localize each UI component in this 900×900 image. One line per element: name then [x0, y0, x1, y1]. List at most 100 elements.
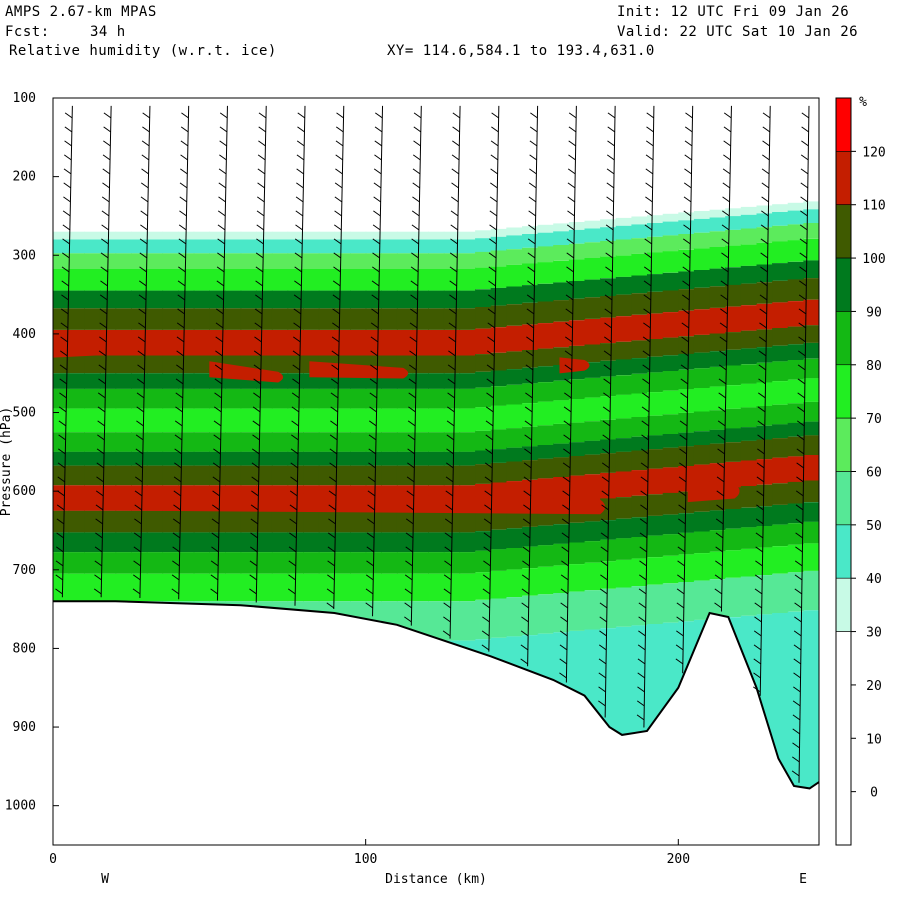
rh-cell [725, 550, 741, 578]
rh-cell [147, 452, 163, 466]
rh-cell [616, 359, 632, 375]
rh-cell [585, 229, 601, 243]
rh-cell [381, 409, 397, 433]
rh-cell [757, 526, 773, 548]
colorbar-swatch [836, 365, 851, 418]
rh-cell [272, 452, 288, 466]
rh-cell [209, 511, 225, 533]
rh-cell [710, 231, 726, 247]
rh-cell [569, 442, 585, 456]
rh-cell [772, 381, 788, 405]
rh-cell [194, 532, 210, 552]
rh-cell [788, 327, 804, 345]
rh-cell [788, 224, 804, 240]
rh-cell [381, 532, 397, 552]
rh-cell [647, 237, 663, 253]
rh-cell [53, 269, 69, 291]
rh-cell [647, 585, 663, 624]
rh-cell [53, 532, 69, 552]
rh-cell [538, 233, 554, 247]
rh-cell [694, 233, 710, 249]
rh-cell [303, 253, 319, 269]
rh-cell [710, 269, 726, 287]
rh-cell [288, 466, 304, 486]
rh-cell [506, 351, 522, 369]
rh-cell [506, 265, 522, 287]
rh-cell [522, 368, 538, 384]
rh-cell [178, 409, 194, 433]
rh-cell [553, 444, 569, 458]
rh-cell [319, 240, 335, 254]
rh-cell [772, 346, 788, 362]
rh-cell [491, 571, 507, 599]
rh-cell [506, 249, 522, 265]
rh-cell [506, 462, 522, 482]
rh-cell [319, 409, 335, 433]
rh-cell [272, 269, 288, 291]
rh-cell [600, 396, 616, 420]
rh-cell [663, 355, 679, 371]
rh-cell [538, 246, 554, 262]
rh-cell [100, 466, 116, 486]
rh-cell [147, 389, 163, 409]
rh-cell [272, 308, 288, 330]
rh-cell [116, 308, 132, 330]
rh-cell [131, 511, 147, 533]
rh-cell [491, 288, 507, 306]
rh-cell [616, 226, 632, 240]
rh-cell [616, 240, 632, 256]
rh-cell [194, 389, 210, 409]
rh-cell [522, 264, 538, 286]
rh-cell [788, 545, 804, 573]
rh-cell [84, 373, 100, 389]
rh-cell [710, 334, 726, 352]
rh-cell [256, 409, 272, 433]
rh-cell [803, 402, 819, 422]
rh-cell [788, 240, 804, 262]
rh-cell [459, 552, 475, 574]
rh-cell [616, 316, 632, 342]
rh-cell [616, 519, 632, 539]
rh-cell [788, 203, 804, 211]
rh-cell [600, 361, 616, 377]
rh-cell [319, 291, 335, 309]
rh-cell [397, 253, 413, 269]
rh-cell [288, 356, 304, 374]
rh-cell [350, 532, 366, 552]
rh-cell [381, 232, 397, 240]
rh-cell [538, 402, 554, 426]
rh-cell [585, 455, 601, 475]
rh-cell [381, 552, 397, 574]
rh-cell [272, 511, 288, 533]
y-tick-label: 100 [13, 91, 36, 106]
rh-cell [69, 409, 85, 433]
rh-cell [459, 269, 475, 291]
rh-cell [475, 388, 491, 408]
rh-cell [475, 572, 491, 600]
rh-cell [178, 356, 194, 374]
rh-cell [397, 269, 413, 291]
rh-cell [350, 574, 366, 602]
rh-cell [69, 232, 85, 240]
rh-cell [710, 247, 726, 269]
rh-cell [147, 432, 163, 452]
rh-cell [741, 427, 757, 441]
rh-cell [116, 253, 132, 269]
rh-cell [694, 270, 710, 288]
rh-cell [663, 467, 679, 493]
rh-cell [631, 374, 647, 394]
rh-cell [444, 409, 460, 433]
rh-cell [803, 209, 819, 223]
rh-cell [225, 291, 241, 309]
rh-cell [225, 253, 241, 269]
rh-cell [84, 308, 100, 330]
rh-cell [506, 597, 522, 636]
rh-cell [788, 523, 804, 545]
rh-cell [553, 322, 569, 348]
rh-cell [600, 440, 616, 454]
rh-cell [459, 253, 475, 269]
rh-cell [788, 482, 804, 504]
colorbar-label: 50 [866, 519, 882, 534]
rh-cell [600, 589, 616, 628]
rh-cell [272, 432, 288, 452]
